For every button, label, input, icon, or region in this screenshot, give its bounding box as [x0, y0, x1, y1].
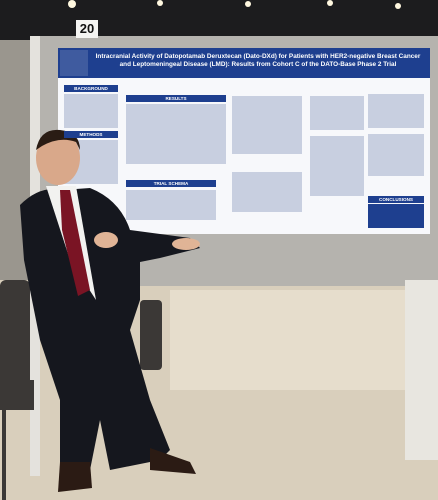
presenter: [20, 129, 200, 492]
ceiling: [0, 0, 438, 40]
conclusion-box: [368, 204, 424, 228]
section-header: CONCLUSIONS: [368, 196, 424, 203]
poster-logo: [60, 50, 88, 76]
section-header: METHODS: [64, 131, 118, 138]
poster-header: [58, 48, 430, 78]
board-side: [405, 280, 438, 460]
floor-light: [170, 290, 438, 390]
board-number: 20: [76, 20, 98, 38]
chairs: [0, 280, 162, 500]
poster-text-blocks: [64, 94, 424, 220]
poster-title: Intracranial Activity of Datopotamab Der…: [95, 53, 421, 68]
section-header: RESULTS: [126, 95, 226, 102]
section-header: BACKGROUND: [64, 85, 118, 92]
section-header: TRIAL SCHEMA: [126, 180, 216, 187]
ceiling-lights: [68, 0, 401, 9]
